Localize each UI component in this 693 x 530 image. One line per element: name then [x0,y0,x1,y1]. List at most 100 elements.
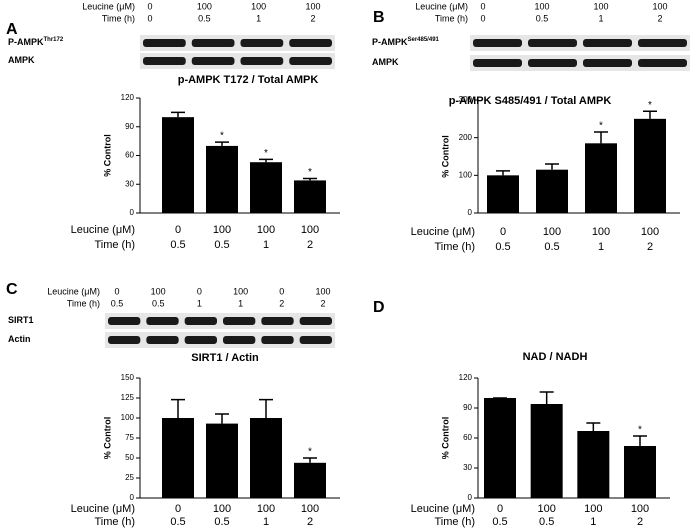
x-tick-label: 1 [598,241,604,253]
band-name: P-AMPK [8,37,44,47]
band-name: Actin [8,334,31,344]
band-label: P-AMPKThr172 [8,37,64,48]
y-tick-label: 75 [125,433,134,442]
blot-band [289,39,332,47]
panel-label: C [6,281,18,298]
blot-band [299,317,332,325]
blot-band [473,59,522,67]
x-row-label: Time (h) [94,239,135,251]
y-axis-label: % Control [102,134,112,177]
blot-lane-label: 0.5 [198,13,211,23]
x-tick-label: 100 [631,503,649,515]
band-label: AMPK [372,57,399,67]
x-tick-label: 100 [257,224,275,236]
blot-row-label: Leucine (μM) [82,1,135,11]
blot-lane-label: 100 [251,1,266,11]
blot-row-label: Leucine (μM) [415,1,468,11]
x-tick-label: 2 [647,241,653,253]
bar [294,180,326,213]
significance-marker: * [638,425,642,436]
y-tick-label: 0 [130,493,135,502]
error-bar [215,141,229,146]
error-bar [545,163,559,170]
x-tick-label: 100 [213,503,231,515]
bar [577,431,610,498]
error-bar [259,158,273,163]
y-tick-label: 50 [125,453,134,462]
significance-marker: * [308,167,312,178]
blot-lane-label: 0.5 [111,298,124,308]
y-axis-label: % Control [440,135,450,178]
band-superscript: Thr172 [44,37,64,43]
blot-band [108,317,141,325]
error-bar [496,170,510,176]
significance-marker: * [599,121,603,132]
x-tick-label: 100 [584,503,602,515]
blot-band [240,39,284,47]
blot-lane-label: 100 [315,286,330,296]
blot-lane-label: 0 [279,286,284,296]
x-row-label: Leucine (μM) [71,503,135,515]
error-bar [633,435,647,446]
blot-lane-label: 0 [114,286,119,296]
x-tick-label: 2 [307,239,313,251]
x-row-label: Time (h) [434,516,475,528]
panel-label: A [6,21,18,38]
blot-lane-label: 1 [197,298,202,308]
chart-title: p-AMPK S485/491 / Total AMPK [449,95,612,107]
blot-lane-label: 2 [657,13,662,23]
error-bar [303,177,317,181]
blot-band [191,39,235,47]
blot-band [261,317,294,325]
panel-label: B [373,9,385,26]
y-tick-label: 25 [125,473,134,482]
bar [484,398,516,498]
blot-band [261,336,294,344]
chart-title: SIRT1 / Actin [191,352,259,364]
blot-band [146,317,179,325]
bar [206,145,238,213]
blot-row-label: Time (h) [435,13,468,23]
bar [487,175,519,213]
blot-strip [140,53,335,69]
x-tick-label: 2 [637,516,643,528]
blot-lane-label: 0.5 [152,298,165,308]
blot-band [184,317,217,325]
bar [530,404,563,498]
error-bar [586,422,601,431]
y-tick-label: 60 [125,151,134,160]
blot-lane-label: 100 [593,1,608,11]
blot-band [583,39,632,47]
x-tick-label: 1 [263,239,269,251]
bar [162,418,194,498]
chart-title: NAD / NADH [523,351,588,363]
band-label: Actin [8,334,31,344]
blot-band [289,57,332,65]
blot-lane-label: 2 [320,298,325,308]
y-tick-label: 90 [125,122,134,131]
y-tick-label: 150 [121,373,135,382]
blot-lane-label: 1 [256,13,261,23]
band-name: AMPK [8,55,35,65]
bar [624,446,656,498]
x-tick-label: 1 [590,516,596,528]
bar [206,423,238,498]
blot-band [184,336,217,344]
blot-lane-label: 1 [238,298,243,308]
bar [162,117,194,213]
blot-lane-label: 1 [598,13,603,23]
x-tick-label: 0.5 [170,239,185,251]
bar [250,418,282,498]
blot-lane-label: 100 [233,286,248,296]
blot-lane-label: 100 [534,1,549,11]
bar [294,462,326,498]
x-tick-label: 0 [497,503,503,515]
blot-band [638,39,687,47]
y-tick-label: 100 [459,170,473,179]
y-tick-label: 0 [130,208,135,217]
blot-band [223,336,256,344]
band-label: P-AMPKSer485/491 [372,37,440,48]
blot-lane-label: 0 [480,13,485,23]
blot-band [191,57,235,65]
